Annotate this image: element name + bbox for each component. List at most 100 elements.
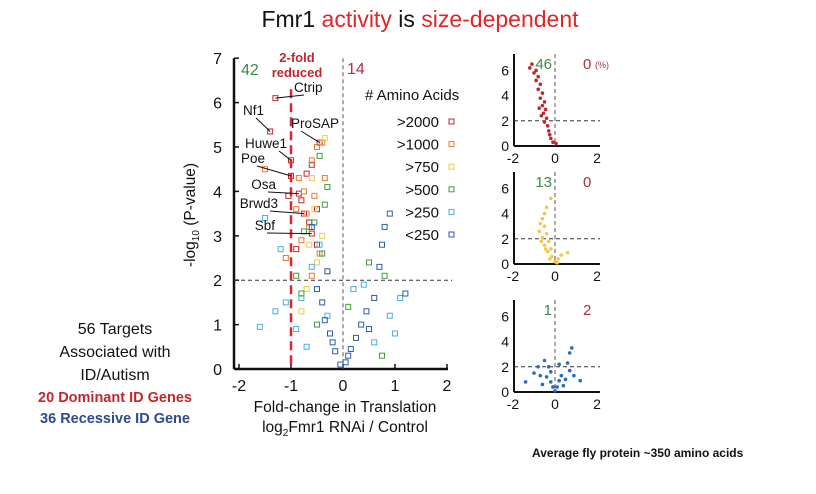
data-point [298, 308, 305, 315]
footnote: Average fly protein ~350 amino acids [532, 446, 744, 460]
data-point [319, 232, 326, 239]
count-up: 0 [583, 56, 591, 73]
data-point [321, 317, 328, 324]
x-tick-label: 0 [339, 378, 348, 395]
y-tick-label: 2 [501, 231, 509, 247]
data-point [542, 211, 547, 216]
legend-marker [448, 141, 455, 148]
title-accent-activity: activity [321, 6, 392, 32]
data-point [324, 268, 331, 275]
data-point [557, 362, 561, 367]
data-point [371, 339, 378, 346]
data-point [379, 241, 385, 248]
data-point [549, 370, 553, 374]
data-point [557, 378, 561, 383]
y-tick-label: 2 [501, 113, 509, 129]
y-tick-label: 4 [501, 88, 509, 104]
y-tick-label: 0 [501, 384, 509, 400]
targets-line-3: ID/Autism [80, 367, 150, 384]
y-label-part: -log [182, 241, 199, 267]
percent-note: (%) [595, 60, 609, 70]
data-point [541, 111, 546, 116]
data-point [311, 206, 318, 213]
data-point [555, 260, 559, 265]
data-point [543, 247, 548, 251]
data-point [538, 82, 543, 87]
data-point [545, 249, 550, 254]
legend-marker [448, 231, 455, 238]
data-point [316, 241, 323, 248]
data-point [570, 346, 574, 350]
title-part: Fmr1 [261, 6, 322, 32]
count-down: 13 [535, 174, 552, 191]
gene-label: Osa [251, 177, 276, 192]
annotation-arrow [266, 232, 312, 235]
data-point [543, 107, 548, 112]
y-label-sub: 10 [191, 230, 202, 242]
y-tick-label: 2 [213, 273, 222, 290]
data-point [345, 303, 352, 310]
data-point [342, 359, 349, 366]
data-point [298, 290, 305, 297]
data-point [544, 116, 549, 121]
data-point [549, 196, 553, 201]
data-point [381, 223, 388, 230]
data-point [539, 113, 544, 118]
data-point [540, 91, 545, 95]
data-point [308, 263, 315, 270]
data-point [551, 385, 555, 389]
data-point [530, 62, 534, 66]
data-point [256, 323, 263, 330]
data-point [358, 321, 365, 328]
data-point [350, 286, 357, 293]
legend-marker [448, 163, 455, 170]
data-point [306, 241, 313, 248]
data-point [308, 272, 315, 279]
data-point [303, 343, 310, 350]
x-tick-label: 2 [443, 378, 452, 395]
data-point [327, 330, 333, 337]
annotation-arrow [275, 94, 305, 99]
data-point [542, 358, 547, 363]
data-point [282, 299, 289, 306]
data-point [360, 281, 367, 288]
data-point [282, 255, 289, 261]
data-point [540, 382, 545, 387]
data-point [324, 268, 331, 275]
data-point [538, 96, 543, 100]
data-point [366, 326, 372, 333]
x-tick-label: -2 [507, 150, 520, 166]
annotation-arrow [255, 117, 271, 132]
annotation-arrow [278, 150, 292, 161]
data-point [376, 263, 383, 270]
x-tick-label: 0 [551, 268, 559, 284]
data-point [277, 246, 284, 253]
y-tick-label: 6 [501, 308, 509, 324]
data-point [298, 197, 305, 204]
data-point [559, 373, 564, 378]
data-point [539, 239, 544, 244]
dominant-genes-label: 20 Dominant ID Genes [38, 390, 192, 406]
data-point [542, 224, 547, 228]
gene-label: Sbf [255, 218, 276, 233]
count-down: 46 [535, 56, 552, 73]
data-point [556, 257, 560, 261]
data-point [578, 378, 582, 383]
count-up: 0 [583, 174, 591, 191]
data-point [308, 161, 315, 168]
y-tick-label: 4 [213, 184, 222, 201]
data-point [537, 229, 542, 234]
data-point [546, 239, 551, 244]
slide-title: Fmr1 activity is size-dependent [0, 6, 816, 33]
data-point [345, 352, 352, 359]
y-tick-label: 0 [501, 138, 509, 154]
x-tick-label: 1 [391, 378, 400, 395]
count-up: 2 [583, 302, 591, 319]
count-down: 1 [544, 302, 552, 319]
data-point [303, 286, 310, 293]
y-tick-label: 0 [213, 362, 222, 379]
data-point [298, 237, 305, 244]
